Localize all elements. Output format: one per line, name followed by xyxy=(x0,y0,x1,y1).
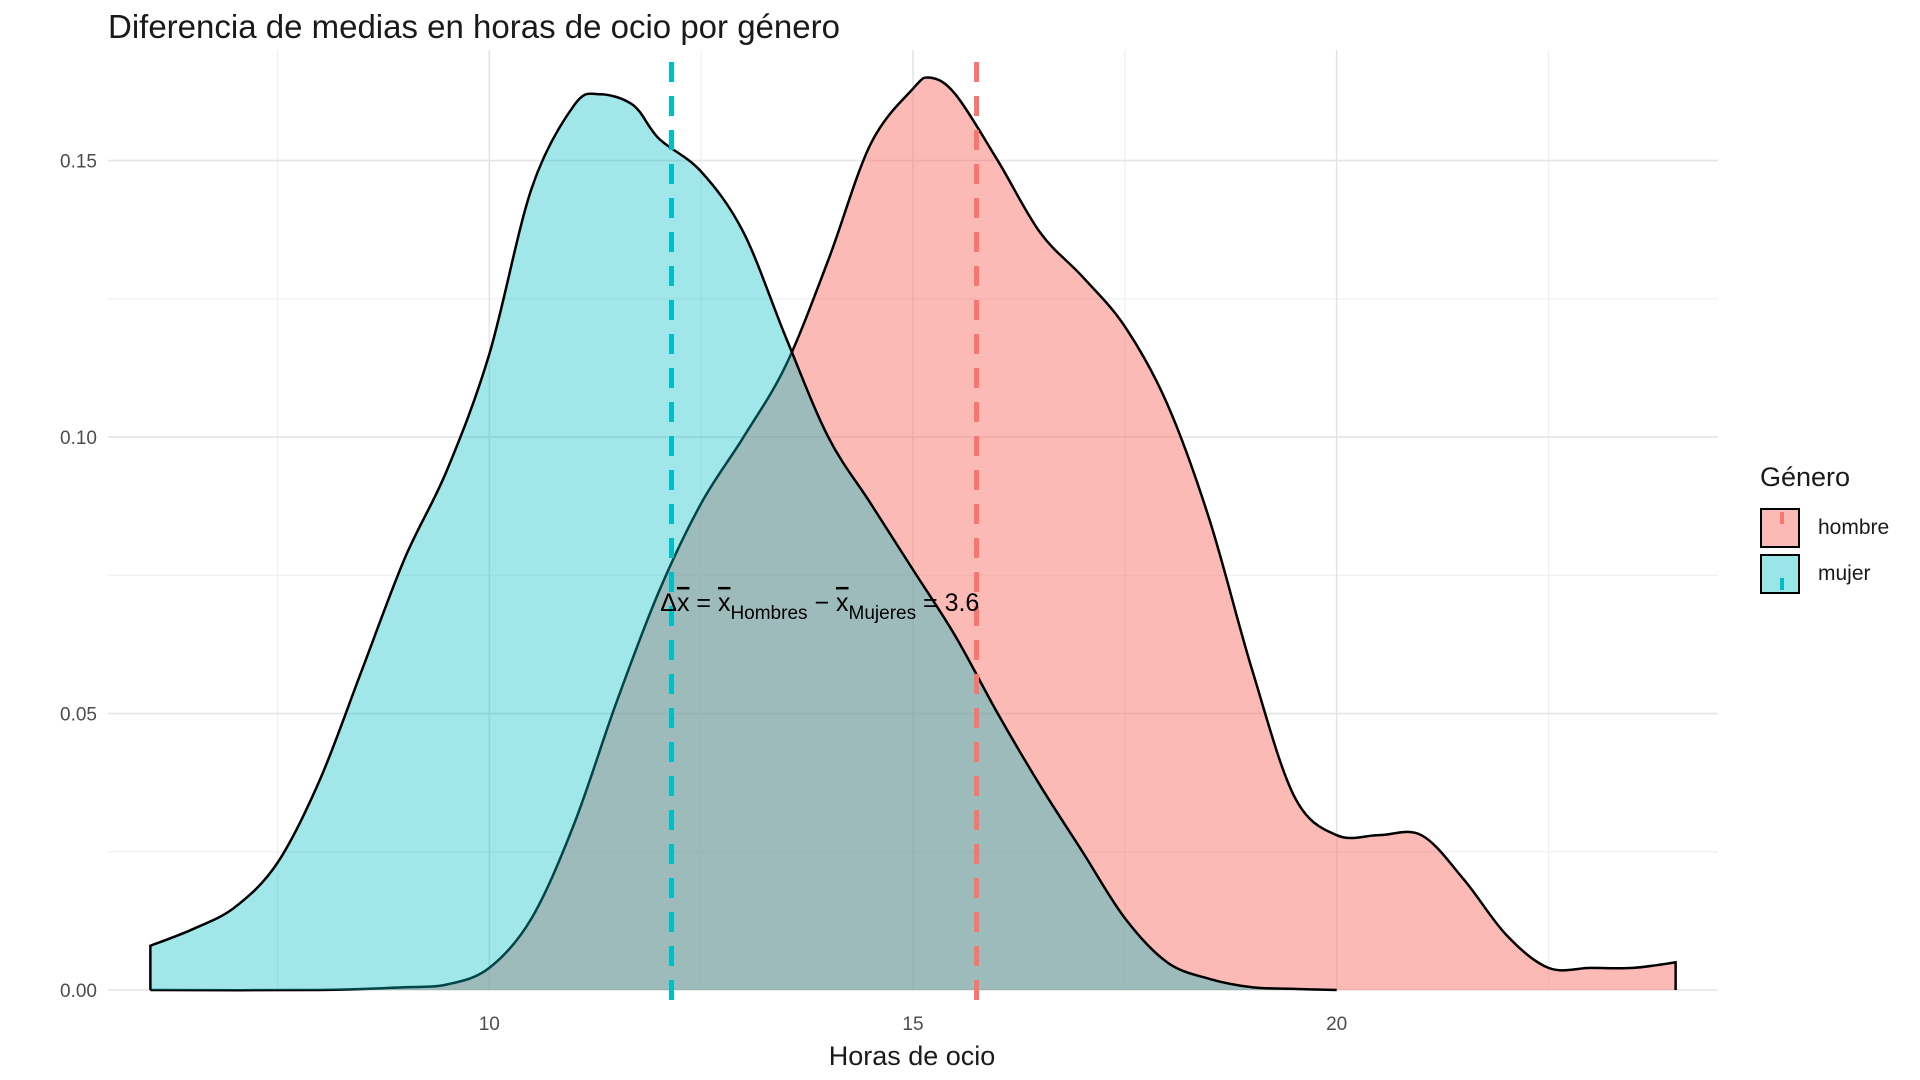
density-outline-mujer xyxy=(149,92,1337,992)
density-area-hombre xyxy=(150,77,1676,991)
annotation-equals-1: = xyxy=(689,589,718,617)
annotation-sub-hombres: Hombres xyxy=(730,603,807,624)
x-axis-ticks: 10 15 20 xyxy=(479,1014,1348,1035)
legend-item-hombre: hombre xyxy=(1760,505,1889,551)
annotation-sub-mujeres: Mujeres xyxy=(849,603,917,624)
x-tick-label: 10 xyxy=(479,1014,500,1035)
legend: Género hombre mujer xyxy=(1760,462,1889,597)
legend-key-hombre xyxy=(1760,508,1800,548)
density-areas xyxy=(149,76,1677,992)
chart-title: Diferencia de medias en horas de ocio po… xyxy=(108,8,840,45)
legend-key-mujer xyxy=(1760,554,1800,594)
annotation-xbar-3: x xyxy=(836,589,849,617)
y-axis-ticks: 0.00 0.05 0.10 0.15 xyxy=(60,152,97,1002)
annotation-result: = 3.6 xyxy=(916,589,979,617)
mean-lines xyxy=(669,62,980,1003)
annotation-xbar-1: x xyxy=(677,589,690,617)
x-axis-label: Horas de ocio xyxy=(829,1041,996,1071)
density-outline-hombre xyxy=(150,76,1677,992)
y-tick-label: 0.15 xyxy=(60,152,97,173)
x-tick-label: 20 xyxy=(1326,1014,1347,1035)
y-tick-label: 0.10 xyxy=(60,428,97,449)
density-area-mujer xyxy=(150,93,1337,990)
annotation-delta: Δ xyxy=(660,589,677,617)
annotation-minus: − xyxy=(808,589,837,617)
y-tick-label: 0.00 xyxy=(60,981,97,1002)
legend-label-hombre: hombre xyxy=(1818,516,1890,539)
legend-title: Género xyxy=(1760,462,1851,492)
legend-label-mujer: mujer xyxy=(1818,562,1871,585)
annotation-xbar-2: x xyxy=(718,589,731,617)
y-tick-label: 0.05 xyxy=(60,705,97,726)
legend-item-mujer: mujer xyxy=(1760,551,1889,597)
x-tick-label: 15 xyxy=(902,1014,923,1035)
mean-difference-annotation: Δx = xHombres − xMujeres = 3.6 xyxy=(660,589,979,624)
